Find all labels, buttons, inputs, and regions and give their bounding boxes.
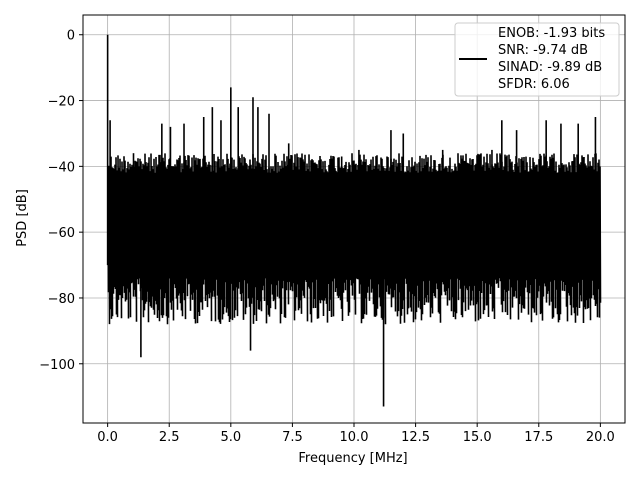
legend-entry-sinad: SINAD: -9.89 dB xyxy=(498,60,602,75)
x-tick-label: 7.5 xyxy=(282,430,303,445)
x-axis-label: Frequency [MHz] xyxy=(298,451,407,466)
x-tick-label: 12.5 xyxy=(401,430,430,445)
tick-labels: 0.0 2.5 5.0 7.5 10.0 12.5 15.0 17.5 20.0 0 −20 −40 −… xyxy=(39,29,615,445)
y-tick-label: −40 xyxy=(48,160,75,175)
y-tick-label: −100 xyxy=(39,358,75,373)
x-tick-label: 2.5 xyxy=(159,430,180,445)
y-axis-label: PSD [dB] xyxy=(15,189,30,247)
x-tick-label: 10.0 xyxy=(340,430,369,445)
y-tick-label: 0 xyxy=(67,29,75,44)
y-tick-label: −20 xyxy=(48,95,75,110)
legend-entry-enob: ENOB: -1.93 bits xyxy=(498,26,605,41)
plot-area xyxy=(106,34,602,407)
x-tick-label: 20.0 xyxy=(586,430,615,445)
x-tick-label: 15.0 xyxy=(463,430,492,445)
legend: ENOB: -1.93 bits SNR: -9.74 dB SINAD: -9… xyxy=(454,22,620,97)
y-tick-label: −60 xyxy=(48,226,75,241)
legend-entry-snr: SNR: -9.74 dB xyxy=(498,43,588,58)
x-tick-label: 0.0 xyxy=(97,430,118,445)
legend-entry-sfdr: SFDR: 6.06 xyxy=(498,77,570,92)
y-tick-label: −80 xyxy=(48,292,75,307)
x-tick-label: 5.0 xyxy=(220,430,241,445)
tick-marks xyxy=(79,34,601,427)
legend-box xyxy=(454,22,620,97)
x-tick-label: 17.5 xyxy=(524,430,553,445)
